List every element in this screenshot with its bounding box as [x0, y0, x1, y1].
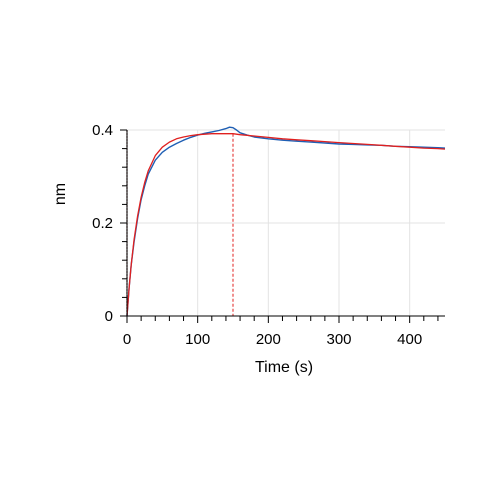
y-tick-label-1: 0.2 [92, 215, 113, 232]
grid [127, 129, 445, 316]
x-tick-label-4: 400 [397, 331, 422, 348]
y-tick-label-0: 0 [105, 308, 113, 325]
series-line-2 [126, 133, 446, 317]
x-tick-label-3: 300 [326, 331, 351, 348]
axes: 0 100 200 300 400 0 0.2 0.4 [92, 122, 445, 348]
series-layer [126, 126, 446, 317]
y-tick-label-2: 0.4 [92, 122, 113, 139]
x-axis-title: Time (s) [255, 359, 313, 376]
y-axis-title: nm [52, 183, 69, 205]
x-tick-label-1: 100 [185, 331, 210, 348]
x-tick-label-0: 0 [123, 331, 131, 348]
x-tick-label-2: 200 [256, 331, 281, 348]
series-line-1 [126, 126, 446, 317]
